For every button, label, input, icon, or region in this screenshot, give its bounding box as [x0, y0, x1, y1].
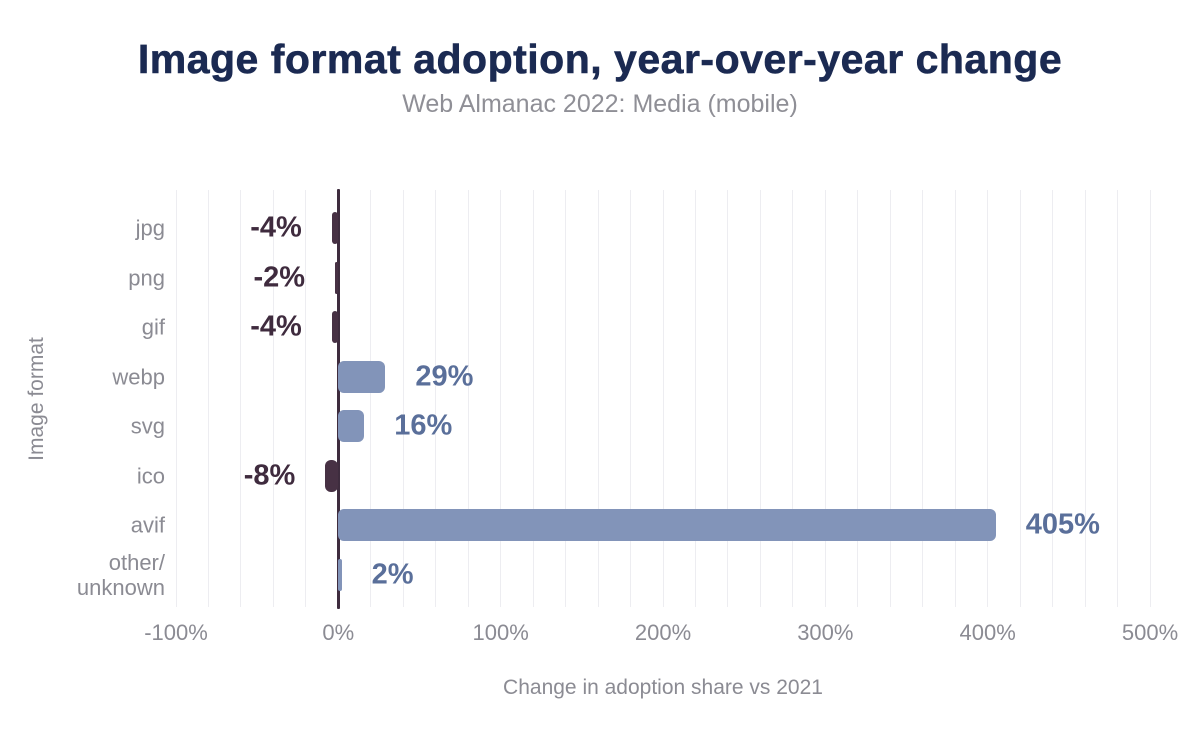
gridline	[1117, 190, 1119, 607]
category-label-webp: webp	[112, 364, 165, 389]
x-tick-label-100: -100%	[144, 620, 208, 645]
x-tick-label-200: 200%	[634, 620, 692, 645]
value-label-svg: 16%	[394, 409, 453, 442]
gridline	[857, 190, 859, 607]
gridline	[175, 190, 177, 607]
gridline	[1052, 190, 1054, 607]
gridline	[824, 190, 826, 607]
bar-png	[335, 261, 339, 294]
x-axis-title: Change in adoption share vs 2021	[503, 676, 823, 699]
gridline	[759, 190, 761, 607]
chart-subtitle: Web Almanac 2022: Media (mobile)	[402, 90, 798, 118]
gridline	[370, 190, 372, 607]
bar-svg	[338, 410, 365, 442]
value-label-gif: -4%	[250, 310, 302, 343]
value-label-png: -2%	[253, 261, 306, 293]
gridline	[694, 190, 696, 607]
gridline	[207, 190, 209, 607]
gridline	[630, 190, 632, 607]
gridline	[500, 190, 502, 607]
bar-jpg	[331, 212, 339, 244]
gridline	[565, 190, 567, 607]
bar-webp	[338, 360, 386, 393]
value-label-webp: 29%	[415, 360, 474, 392]
bar-other-unknown	[338, 558, 342, 591]
gridline	[272, 190, 274, 607]
gridline	[662, 190, 664, 607]
value-label-other-unknown: 2%	[371, 558, 414, 590]
gridline	[889, 190, 891, 607]
gridline	[305, 190, 307, 607]
gridline	[1019, 190, 1021, 607]
gridline	[792, 190, 794, 607]
plot-area: jpg -4% png -2% gif -4% webp 29% svg 16% ico -8% avi…	[77, 189, 1178, 699]
gridline	[597, 190, 599, 607]
category-label-ico: ico	[136, 463, 165, 488]
gridline	[987, 190, 989, 607]
category-label-png: png	[128, 265, 165, 290]
gridline	[727, 190, 729, 607]
x-tick-label-300: 300%	[797, 620, 854, 645]
x-tick-label-500: 500%	[1121, 620, 1179, 645]
gridline	[1149, 190, 1151, 607]
category-label-svg: svg	[130, 413, 165, 439]
value-label-avif: 405%	[1025, 508, 1100, 541]
value-label-ico: -8%	[243, 459, 296, 491]
value-label-jpg: -4%	[250, 211, 302, 244]
x-tick-label-400: 400%	[959, 620, 1016, 645]
bar-gif	[331, 311, 339, 343]
gridline	[435, 190, 437, 607]
category-label-jpg: jpg	[135, 215, 165, 241]
category-label-gif: gif	[141, 314, 165, 340]
x-tick-label-100: 100%	[472, 620, 529, 645]
bar-ico	[325, 459, 339, 492]
gridline	[467, 190, 469, 607]
bar-avif	[338, 509, 996, 541]
zero-axis-line	[336, 189, 340, 609]
x-tick-label-0: 0%	[322, 620, 355, 645]
category-label-other-unknown: other/ unknown	[76, 549, 165, 600]
gridline	[1084, 190, 1086, 607]
gridline	[402, 190, 404, 607]
category-label-avif: avif	[130, 512, 165, 538]
gridline	[922, 190, 924, 607]
chart-title: Image format adoption, year-over-year ch…	[137, 36, 1063, 83]
gridline	[532, 190, 534, 607]
gridline	[240, 190, 242, 607]
gridline	[954, 190, 956, 607]
y-axis-title: Image format	[25, 337, 48, 461]
